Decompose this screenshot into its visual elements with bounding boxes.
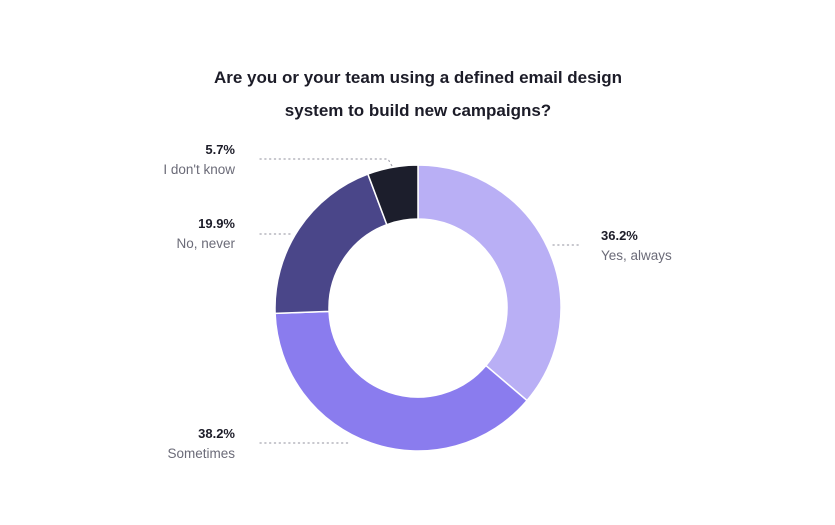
- donut-slice-i-don-t-know: [366, 164, 419, 226]
- slice-label-sometimes: Sometimes: [167, 446, 235, 461]
- donut-slice-yes-always: [417, 164, 562, 402]
- slice-label-i-dont-know: I don't know: [163, 162, 235, 177]
- slice-value-i-dont-know: 5.7%: [205, 142, 235, 157]
- slice-label-no-never: No, never: [176, 236, 235, 251]
- slice-label-yes-always: Yes, always: [601, 248, 672, 263]
- slice-value-sometimes: 38.2%: [198, 426, 235, 441]
- donut-slice-sometimes: [274, 310, 529, 452]
- slice-value-yes-always: 36.2%: [601, 228, 638, 243]
- donut-slice-no-never: [274, 173, 388, 315]
- chart-title-line-2: system to build new campaigns?: [285, 101, 551, 120]
- chart-title-line-1: Are you or your team using a defined ema…: [214, 68, 622, 87]
- slice-value-no-never: 19.9%: [198, 216, 235, 231]
- donut-slices: [274, 164, 562, 452]
- leader-line-i-dont-know: [259, 158, 393, 167]
